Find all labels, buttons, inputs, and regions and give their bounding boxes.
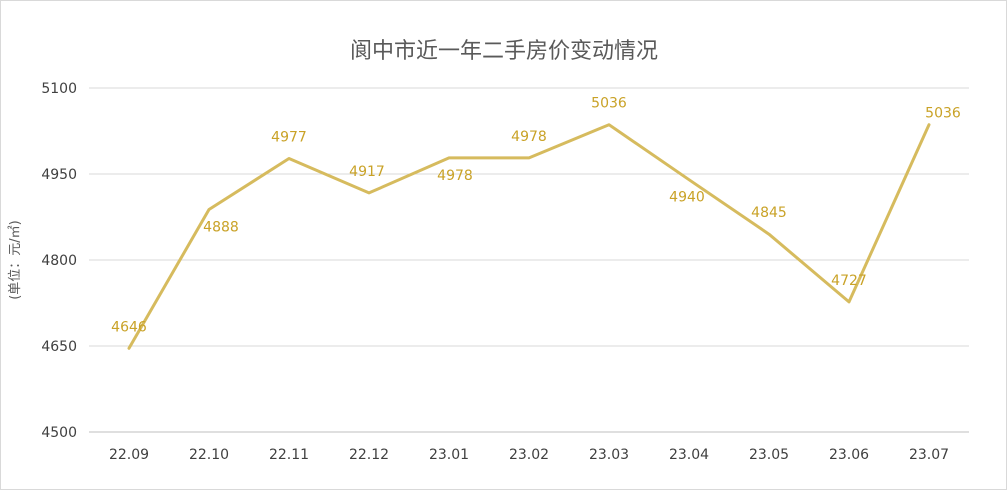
y-tick-label: 4800 xyxy=(41,253,77,269)
x-tick-label: 23.06 xyxy=(829,447,869,463)
data-label: 5036 xyxy=(925,106,961,122)
y-tick-label: 4650 xyxy=(41,339,77,355)
series-polyline xyxy=(127,123,931,350)
y-tick-label: 4950 xyxy=(41,167,77,183)
data-label: 4845 xyxy=(751,205,787,221)
gridlines xyxy=(89,87,969,433)
x-tick-label: 22.12 xyxy=(349,447,389,463)
x-tick-label: 23.01 xyxy=(429,447,469,463)
x-tick-label: 22.10 xyxy=(189,447,229,463)
x-tick-label: 23.07 xyxy=(909,447,949,463)
data-labels: 4646 4888 4977 4917 4978 4978 5036 4940 4845 4727… xyxy=(111,96,961,336)
data-label: 5036 xyxy=(591,96,627,112)
y-tick-label: 4500 xyxy=(41,425,77,441)
x-tick-label: 22.09 xyxy=(109,447,149,463)
x-tick-label: 23.04 xyxy=(669,447,709,463)
data-label: 4888 xyxy=(203,220,239,236)
data-label: 4978 xyxy=(437,168,473,184)
y-tick-label: 5100 xyxy=(41,81,77,97)
chart-title: 阆中市近一年二手房价变动情况 xyxy=(350,39,658,64)
x-tick-label: 23.05 xyxy=(749,447,789,463)
data-label: 4646 xyxy=(111,319,147,335)
data-label: 4917 xyxy=(349,164,385,180)
x-axis-ticks: 22.09 22.10 22.11 22.12 23.01 23.02 23.03 23.04… xyxy=(109,447,949,463)
series-line xyxy=(127,123,931,350)
data-label: 4727 xyxy=(831,273,867,289)
x-tick-label: 22.11 xyxy=(269,447,309,463)
y-axis-label: (单位：元/㎡) xyxy=(8,220,23,300)
data-label: 4977 xyxy=(271,130,307,146)
data-label: 4978 xyxy=(511,129,547,145)
data-label: 4940 xyxy=(669,190,705,206)
x-tick-label: 23.03 xyxy=(589,447,629,463)
x-tick-label: 23.02 xyxy=(509,447,549,463)
y-axis-ticks: 4500 4650 4800 4950 5100 xyxy=(41,81,77,441)
